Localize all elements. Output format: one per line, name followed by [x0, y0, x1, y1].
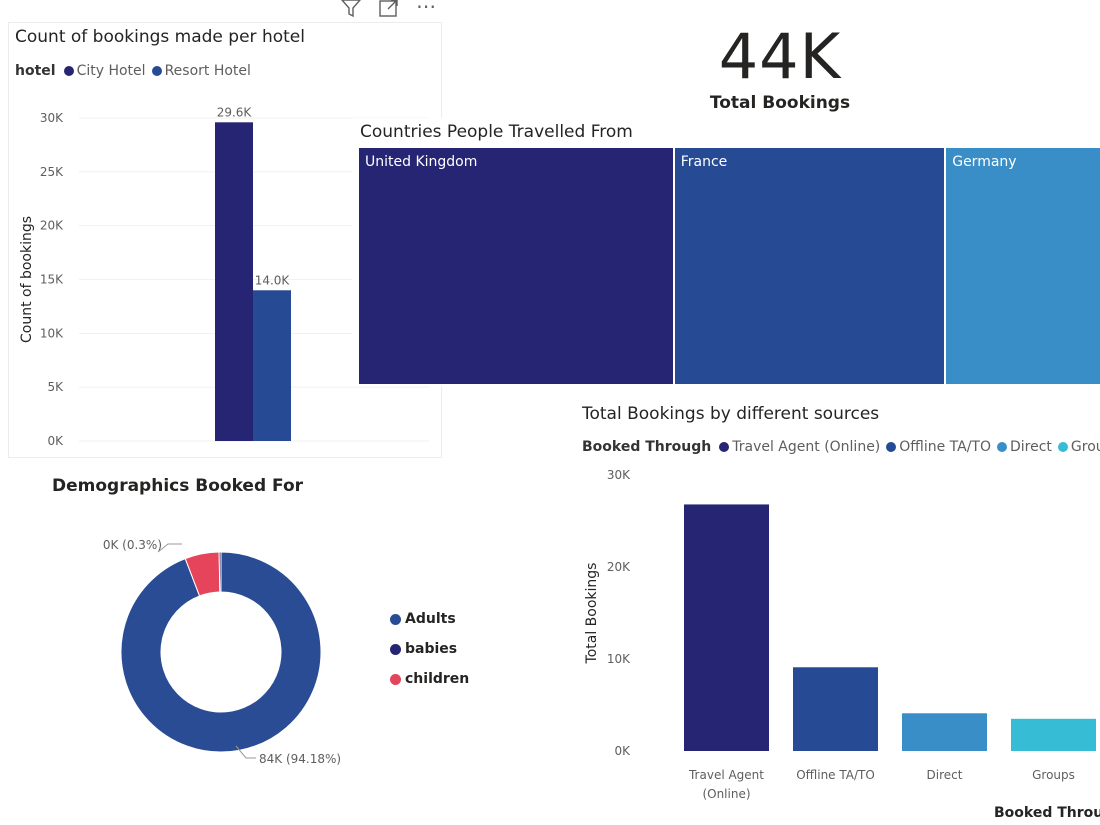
- legend-item-resort-hotel[interactable]: Resort Hotel: [151, 63, 251, 79]
- country-treemap: United Kingdom France Germany: [359, 148, 1100, 384]
- treemap-cell-germany[interactable]: Germany: [946, 148, 1100, 384]
- legend-label: Travel Agent (Online): [732, 439, 881, 455]
- y-axis-title: Count of bookings: [19, 216, 35, 343]
- x-tick-label: Direct: [927, 768, 963, 782]
- legend-item[interactable]: babies: [390, 634, 469, 664]
- focus-mode-icon[interactable]: [378, 0, 400, 18]
- legend-item[interactable]: Group: [1057, 439, 1100, 455]
- treemap-title: Countries People Travelled From: [360, 122, 633, 142]
- bar-direct: [902, 713, 987, 751]
- x-tick-label: (Online): [702, 787, 750, 801]
- y-tick-label: 25K: [40, 165, 64, 179]
- legend-label: Resort Hotel: [164, 63, 251, 79]
- x-tick-label: Travel Agent: [688, 768, 764, 782]
- legend-marker: [390, 643, 401, 655]
- y-tick-label: 10K: [607, 652, 631, 666]
- kpi-label: Total Bookings: [709, 93, 851, 113]
- legend-label: Direct: [1010, 439, 1052, 455]
- data-label: 0K (0.3%): [103, 538, 162, 552]
- treemap-label: United Kingdom: [365, 154, 478, 170]
- y-tick-label: 20K: [607, 560, 631, 574]
- bar-offline-ta-to: [793, 667, 878, 751]
- more-options-icon[interactable]: ⋯: [416, 0, 436, 18]
- data-label: 14.0K: [255, 273, 291, 287]
- legend-title: Booked Through: [582, 439, 712, 455]
- bar-city-hotel: [215, 122, 253, 441]
- legend-item[interactable]: Travel Agent (Online): [719, 439, 880, 455]
- visual-toolbar: ⋯: [340, 0, 436, 18]
- treemap-cell-united-kingdom[interactable]: United Kingdom: [359, 148, 673, 384]
- legend-label: Adults: [405, 611, 456, 627]
- y-tick-label: 15K: [40, 273, 64, 287]
- y-tick-label: 30K: [40, 111, 64, 125]
- data-label: 84K (94.18%): [259, 752, 341, 766]
- y-axis-title: Total Bookings: [584, 563, 600, 665]
- legend-marker: [390, 613, 401, 625]
- legend-title: hotel: [15, 63, 56, 79]
- legend-item[interactable]: Adults: [390, 604, 469, 634]
- y-tick-label: 20K: [40, 219, 64, 233]
- bar-travel-agent-online-: [684, 504, 769, 751]
- bar-resort-hotel: [253, 290, 291, 441]
- y-tick-label: 30K: [607, 468, 631, 482]
- donut-legend: Adults babies children: [390, 604, 469, 694]
- legend-label: babies: [405, 641, 458, 657]
- legend-item[interactable]: Direct: [997, 439, 1052, 455]
- legend-label: Group: [1070, 439, 1100, 455]
- countries-panel[interactable]: Countries People Travelled From United K…: [352, 118, 1100, 386]
- sources-bar-chart: 0K 10K 20K 30K Total Bookings Travel Agent (On…: [584, 468, 1100, 821]
- legend-marker: [719, 442, 730, 452]
- donut-slice-babies: [218, 551, 222, 593]
- treemap-label: Germany: [952, 154, 1017, 170]
- x-tick-label: Offline TA/TO: [796, 768, 875, 782]
- x-tick-label: Groups: [1032, 768, 1075, 782]
- filter-icon[interactable]: [340, 0, 362, 18]
- hotel-chart-title: Count of bookings made per hotel: [15, 27, 305, 47]
- sources-chart-title: Total Bookings by different sources: [582, 404, 880, 424]
- y-tick-label: 10K: [40, 326, 64, 340]
- legend-marker: [1057, 442, 1068, 452]
- data-label: 29.6K: [217, 105, 253, 119]
- leader-line: [157, 543, 182, 553]
- demographics-panel[interactable]: Demographics Booked For 0K (0.3%) 84K (94…: [0, 462, 560, 825]
- sources-panel[interactable]: Total Bookings by different sources Book…: [572, 398, 1100, 825]
- y-tick-label: 5K: [47, 380, 64, 394]
- kpi-value: 44K: [718, 20, 842, 93]
- donut-title: Demographics Booked For: [52, 476, 304, 496]
- leader-line: [235, 745, 256, 759]
- x-axis-title: Booked Throu: [994, 805, 1100, 821]
- treemap-label: France: [680, 154, 728, 170]
- donut-slice-Adults: [120, 551, 322, 753]
- treemap-cell-france[interactable]: France: [674, 148, 945, 384]
- legend-marker: [997, 442, 1007, 452]
- sources-chart-legend: Booked Through Travel Agent (Online) Offl…: [582, 439, 1100, 455]
- legend-label: City Hotel: [76, 63, 146, 79]
- legend-item-city-hotel[interactable]: City Hotel: [63, 63, 146, 79]
- y-tick-label: 0K: [47, 434, 64, 448]
- legend-marker: [151, 66, 162, 76]
- hotel-chart-legend: hotel City Hotel Resort Hotel: [15, 63, 257, 79]
- kpi-card: 44K Total Bookings: [680, 20, 880, 113]
- legend-item[interactable]: Offline TA/TO: [886, 439, 991, 455]
- legend-marker: [63, 66, 74, 76]
- legend-marker: [886, 442, 897, 452]
- legend-label: Offline TA/TO: [899, 439, 991, 455]
- y-tick-label: 0K: [614, 744, 631, 758]
- demographics-donut: 0K (0.3%) 84K (94.18%): [103, 538, 341, 766]
- bar-groups: [1011, 718, 1096, 751]
- legend-label: children: [405, 671, 470, 687]
- legend-item[interactable]: children: [390, 664, 469, 694]
- legend-marker: [390, 673, 401, 685]
